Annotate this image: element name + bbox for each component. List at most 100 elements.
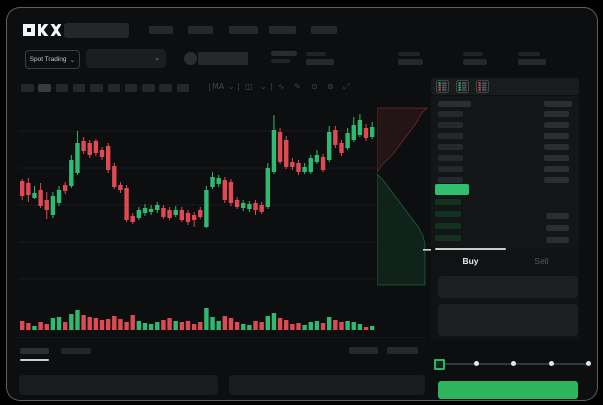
candle-body — [44, 200, 49, 210]
depth-bids-area — [377, 173, 426, 286]
volume-bar — [259, 322, 264, 330]
price-field[interactable] — [438, 276, 578, 298]
candlestick-chart[interactable] — [19, 100, 377, 291]
bottom-action-placeholder[interactable] — [387, 347, 418, 354]
search-input[interactable] — [64, 23, 129, 38]
timeframe-button[interactable] — [38, 84, 51, 92]
candle-style-icon[interactable]: ◫ — [245, 82, 253, 91]
candle-body — [81, 141, 86, 151]
candle-body — [241, 203, 246, 208]
volume-bar — [271, 313, 277, 330]
candle-body — [105, 146, 111, 170]
book-asks-icon[interactable] — [476, 80, 489, 93]
slider-stop[interactable] — [511, 361, 516, 366]
volume-bar — [44, 324, 49, 330]
nav-item-placeholder[interactable] — [149, 26, 173, 34]
volume-bar — [38, 322, 43, 330]
slider-stop[interactable] — [586, 361, 591, 366]
pair-select[interactable]: ⌄ — [86, 49, 166, 68]
candle-body — [198, 210, 203, 217]
volume-bars — [20, 308, 375, 330]
timeframe-button[interactable] — [124, 84, 138, 92]
nav-item-placeholder[interactable] — [188, 26, 213, 34]
candle-body — [69, 160, 74, 186]
line-tool-icon[interactable]: ∿ — [278, 82, 285, 91]
ask-amount-placeholder — [544, 111, 569, 117]
chevron-down-icon[interactable]: ⌄ — [228, 82, 235, 91]
candle-body — [155, 205, 160, 210]
candle-body — [314, 155, 320, 162]
volume-bar — [333, 320, 338, 330]
candle-body — [351, 125, 356, 140]
indicator-label[interactable]: MA — [212, 82, 225, 91]
volume-bar — [136, 321, 142, 330]
tab-sell[interactable]: Sell — [534, 256, 549, 266]
app-window: Spot Trading ⌄ ⌄ | Buy Sell MA ⌄ | ◫ ⌄ | ∿ ✎ ⊙ ⊚ ⤢ — [6, 7, 598, 401]
bottom-action-placeholder[interactable] — [349, 347, 378, 354]
volume-bar — [345, 321, 350, 330]
tab-buy[interactable]: Buy — [462, 256, 479, 266]
volume-bar — [296, 323, 301, 330]
volume-bar — [204, 308, 209, 330]
divider: | — [270, 82, 273, 91]
book-both-icon[interactable] — [436, 80, 449, 93]
volume-bar — [284, 320, 289, 330]
candle-body — [265, 168, 270, 207]
buy-submit-button[interactable] — [438, 381, 578, 399]
bottom-divider — [15, 337, 425, 338]
trading-mode-label: Spot Trading — [29, 56, 67, 63]
orderbook-panel[interactable] — [431, 96, 579, 248]
volume-bar — [210, 317, 215, 330]
volume-bar — [50, 318, 56, 330]
candle-body — [124, 188, 129, 220]
candle-body — [308, 158, 313, 172]
slider-stop[interactable] — [548, 361, 554, 366]
book-bids-icon[interactable] — [456, 80, 469, 93]
candle-body — [142, 208, 148, 213]
timeframe-button[interactable] — [107, 84, 120, 92]
draw-tool-icon[interactable]: ✎ — [294, 82, 301, 91]
timeframe-button[interactable] — [72, 84, 86, 92]
bid-amount-placeholder — [546, 225, 569, 231]
stat-label-placeholder — [398, 52, 420, 56]
nav-item-placeholder[interactable] — [311, 26, 337, 34]
timeframe-button[interactable] — [176, 84, 190, 92]
timeframe-button[interactable] — [55, 84, 69, 92]
candle-body — [56, 190, 62, 203]
candle-body — [216, 178, 221, 184]
volume-bar — [142, 323, 148, 330]
settings-icon[interactable]: ⊚ — [327, 82, 334, 91]
volume-bar — [339, 322, 344, 330]
volume-bar — [161, 320, 166, 330]
timeframe-button[interactable] — [142, 84, 155, 92]
candle-body — [345, 133, 350, 148]
bottom-tab[interactable] — [61, 348, 91, 354]
candle-body — [228, 182, 234, 203]
candle-body — [50, 196, 56, 215]
ob-col-header-amount — [544, 101, 572, 107]
ask-amount-placeholder — [544, 133, 569, 139]
candle-body — [191, 215, 197, 220]
timeframe-button[interactable] — [21, 84, 34, 92]
timeframe-button[interactable] — [90, 84, 103, 92]
ask-price-placeholder — [438, 155, 463, 161]
candle-body — [161, 208, 166, 217]
timeframe-button[interactable] — [159, 84, 172, 92]
nav-item-placeholder[interactable] — [269, 26, 296, 34]
amount-field[interactable] — [438, 304, 578, 336]
slider-handle[interactable] — [434, 359, 445, 370]
chevron-down-icon[interactable]: ⌄ — [260, 82, 267, 91]
volume-bar — [81, 315, 86, 330]
trading-mode-button[interactable]: Spot Trading ⌄ — [25, 50, 80, 69]
candle-wick — [33, 186, 35, 199]
bottom-panel — [229, 375, 425, 395]
stat-label-placeholder — [306, 52, 326, 56]
fullscreen-icon[interactable]: ⤢ — [343, 82, 350, 91]
bottom-tab[interactable] — [20, 348, 49, 354]
candle-body — [339, 143, 344, 153]
volume-bar — [253, 321, 258, 330]
slider-stop[interactable] — [473, 361, 479, 366]
ob-col-header-price — [438, 101, 471, 107]
camera-icon[interactable]: ⊙ — [311, 82, 318, 91]
nav-item-placeholder[interactable] — [229, 26, 258, 34]
